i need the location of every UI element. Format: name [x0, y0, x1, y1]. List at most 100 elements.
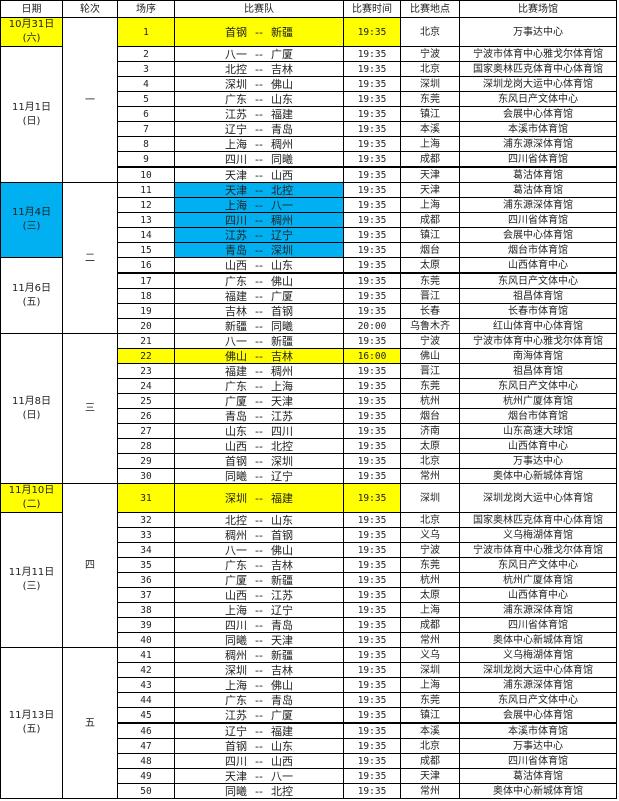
- home-team: 同曦: [225, 633, 248, 647]
- away-team: 同曦: [270, 319, 293, 333]
- city-cell: 义乌: [400, 527, 460, 543]
- seq-cell: 42: [117, 662, 175, 678]
- time-cell: 19:35: [343, 227, 401, 243]
- venue-cell: 奥体中心新城体育馆: [459, 468, 617, 484]
- away-team: 佛山: [270, 678, 293, 692]
- venue-cell: 浦东源深体育馆: [459, 197, 617, 213]
- away-team: 深圳: [270, 243, 293, 257]
- home-team: 广东: [225, 274, 248, 288]
- time-cell: 19:35: [343, 692, 401, 708]
- time-cell: 19:35: [343, 242, 401, 258]
- vs-separator: --: [255, 304, 263, 318]
- header-date: 日期: [0, 0, 63, 18]
- away-team: 吉林: [270, 62, 293, 76]
- time-cell: 19:35: [343, 647, 401, 663]
- home-team: 广东: [225, 693, 248, 707]
- home-team: 八一: [225, 334, 248, 348]
- date-label: 11月10日: [8, 485, 55, 496]
- seq-cell: 5: [117, 91, 175, 107]
- seq-cell: 7: [117, 121, 175, 137]
- header-round: 轮次: [62, 0, 118, 18]
- city-cell: 上海: [400, 677, 460, 693]
- weekday-label: (二): [22, 499, 41, 510]
- time-cell: 19:35: [343, 363, 401, 379]
- venue-cell: 山西体育中心: [459, 257, 617, 274]
- away-team: 福建: [270, 724, 293, 738]
- city-cell: 乌鲁木齐: [400, 318, 460, 334]
- time-cell: 19:35: [343, 257, 401, 274]
- home-team: 辽宁: [225, 724, 248, 738]
- time-cell: 19:35: [343, 572, 401, 588]
- round-cell: 四: [62, 483, 118, 648]
- city-cell: 义乌: [400, 647, 460, 663]
- teams-cell: 四川 -- 同曦: [174, 151, 344, 168]
- time-cell: 19:35: [343, 272, 401, 289]
- table-row: 11月11日 (三) 32 北控 -- 山东 19:35 北京 国家奥林匹克体育中心体育馆: [0, 512, 617, 648]
- round-cell: 五: [62, 647, 118, 799]
- time-cell: 19:35: [343, 333, 401, 349]
- weekday-label: (三): [22, 581, 41, 592]
- teams-cell: 天津 -- 山西: [174, 166, 344, 183]
- time-cell: 19:35: [343, 166, 401, 183]
- date-label: 11月1日: [11, 101, 52, 113]
- away-team: 山东: [270, 739, 293, 753]
- table-row: 4 深圳 -- 佛山 19:35 深圳 深圳龙岗大运中心体育馆: [1, 76, 617, 92]
- city-cell: 深圳: [400, 662, 460, 678]
- table-row: 15 青岛 -- 深圳 19:35 烟台 烟台市体育馆: [1, 242, 617, 258]
- seq-cell: 25: [117, 393, 175, 409]
- weekday-label: (五): [22, 724, 41, 735]
- table-row: 20 新疆 -- 同曦 20:00 乌鲁木齐 红山体育中心体育馆: [1, 318, 617, 334]
- away-team: 广厦: [270, 708, 293, 722]
- seq-cell: 27: [117, 423, 175, 439]
- venue-cell: 深圳龙岗大运中心体育馆: [459, 483, 617, 513]
- time-cell: 19:35: [343, 91, 401, 107]
- teams-cell: 首钢 -- 新疆: [174, 17, 344, 47]
- table-row: 11月10日 (二) 四 31 深圳 -- 福建 19:35 深圳 深圳龙岗大运中心体育馆: [0, 483, 617, 648]
- seq-cell: 33: [117, 527, 175, 543]
- venue-cell: 国家奥林匹克体育中心体育馆: [459, 61, 617, 77]
- home-team: 天津: [225, 168, 248, 182]
- header-time: 比赛时间: [343, 0, 401, 18]
- seq-cell: 40: [117, 632, 175, 648]
- seq-cell: 10: [117, 166, 175, 183]
- venue-cell: 烟台市体育馆: [459, 408, 617, 424]
- city-cell: 天津: [400, 166, 460, 183]
- seq-cell: 19: [117, 303, 175, 319]
- teams-cell: 上海 -- 八一: [174, 197, 344, 213]
- time-cell: 19:35: [343, 587, 401, 603]
- city-cell: 北京: [400, 17, 460, 47]
- time-cell: 19:35: [343, 151, 401, 168]
- teams-cell: 八一 -- 佛山: [174, 542, 344, 558]
- teams-cell: 稠州 -- 首钢: [174, 527, 344, 543]
- date-cell: 11月4日 (三): [0, 182, 63, 258]
- venue-cell: 四川省体育馆: [459, 212, 617, 228]
- time-cell: 19:35: [343, 288, 401, 304]
- weekday-label: (五): [22, 296, 41, 308]
- vs-separator: --: [255, 678, 263, 692]
- venue-cell: 东风日产文体中心: [459, 692, 617, 708]
- home-team: 辽宁: [225, 122, 248, 136]
- time-cell: 19:35: [343, 707, 401, 724]
- time-cell: 19:35: [343, 557, 401, 573]
- date-label: 11月13日: [8, 710, 55, 721]
- seq-cell: 46: [117, 722, 175, 739]
- venue-cell: 国家奥林匹克体育中心体育馆: [459, 512, 617, 528]
- time-cell: 19:35: [343, 617, 401, 633]
- vs-separator: --: [255, 633, 263, 647]
- table-row: 18 福建 -- 广厦 19:35 晋江 祖昌体育馆: [1, 288, 617, 304]
- home-team: 福建: [225, 289, 248, 303]
- time-cell: 19:35: [343, 438, 401, 454]
- seq-cell: 22: [117, 348, 175, 364]
- seq-cell: 8: [117, 136, 175, 152]
- venue-cell: 葛沽体育馆: [459, 768, 617, 784]
- teams-cell: 首钢 -- 深圳: [174, 453, 344, 469]
- teams-cell: 稠州 -- 新疆: [174, 647, 344, 663]
- city-cell: 常州: [400, 783, 460, 799]
- teams-cell: 天津 -- 北控: [174, 182, 344, 198]
- city-cell: 深圳: [400, 76, 460, 92]
- city-cell: 常州: [400, 468, 460, 484]
- seq-cell: 20: [117, 318, 175, 334]
- seq-cell: 43: [117, 677, 175, 693]
- home-team: 四川: [225, 152, 248, 166]
- venue-cell: 祖昌体育馆: [459, 363, 617, 379]
